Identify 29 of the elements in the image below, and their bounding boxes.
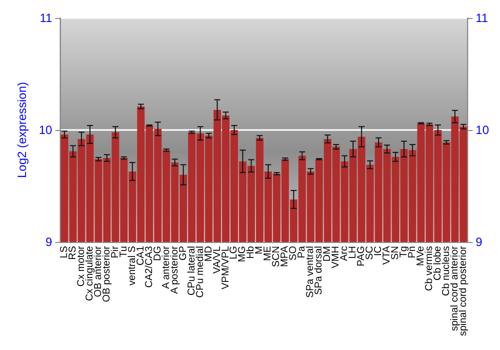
x-tick-label: OB anterior [92, 245, 104, 298]
x-tick-label: OB posterior [101, 245, 112, 302]
x-tick-label: CA2/CA3 [144, 246, 155, 288]
x-tick-label: A anterior [160, 245, 172, 289]
x-tick-label: RS [67, 246, 78, 260]
x-tick-label: spinal cord posterior [458, 245, 469, 336]
x-tick-label: Pir [110, 245, 121, 258]
y2-tick-label: 10 [476, 123, 490, 137]
x-tick-label: Cb nucleus [440, 246, 452, 296]
x-tick-label: GP [178, 246, 189, 260]
x-tick-label: Tu [118, 246, 130, 258]
x-tick-label: CPu medial [194, 246, 206, 298]
x-tick-label: spinal cord anterior [449, 245, 460, 332]
x-tick-label: DG [152, 246, 164, 261]
x-tick-label: LS [58, 246, 70, 258]
x-tick-label: A posterior [169, 245, 180, 294]
x-tick-label: CA1 [135, 246, 146, 266]
y2-tick-label: 11 [476, 11, 488, 25]
x-tick-label: Cx cingulate [84, 246, 96, 302]
x-tick-label: ventral S [126, 246, 138, 286]
x-tick-label: Pn [406, 246, 418, 258]
y-axis-title: Log2 (expression) [15, 82, 29, 178]
x-tick-label: Cb lobe [432, 246, 444, 280]
y-tick-label: 9 [46, 235, 53, 249]
y2-tick-label: 9 [476, 235, 483, 249]
x-tick-label: MVe [415, 246, 426, 266]
y-tick-label: 10 [38, 123, 53, 137]
y-tick-label: 11 [40, 11, 53, 25]
x-tick-label: Tg [398, 246, 410, 258]
